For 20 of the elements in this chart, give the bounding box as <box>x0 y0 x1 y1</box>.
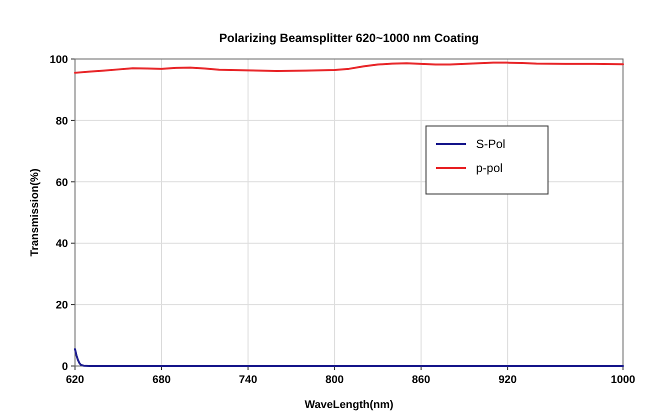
x-tick-label: 800 <box>325 374 344 386</box>
x-axis-title: WaveLength(nm) <box>304 399 394 411</box>
chart-title: Polarizing Beamsplitter 620~1000 nm Coating <box>219 31 479 45</box>
y-tick-label: 100 <box>50 54 68 66</box>
x-tick-label: 1000 <box>610 374 636 386</box>
x-tick-label: 680 <box>152 374 171 386</box>
y-tick-label: 60 <box>56 176 68 189</box>
y-axis-title: Transmission(%) <box>29 168 41 257</box>
x-tick-label: 860 <box>412 374 430 386</box>
x-tick-label: 620 <box>66 374 84 386</box>
y-tick-label: 80 <box>56 115 68 128</box>
legend-label: S-Pol <box>476 137 506 151</box>
x-tick-label: 920 <box>498 374 517 386</box>
line-series <box>74 348 624 367</box>
legend-label: p-pol <box>476 161 503 175</box>
y-tick-label: 0 <box>62 361 68 373</box>
y-tick-label: 40 <box>56 238 68 250</box>
x-tick-label: 740 <box>238 374 258 386</box>
y-tick-label: 20 <box>56 300 68 312</box>
line-series <box>74 62 624 74</box>
